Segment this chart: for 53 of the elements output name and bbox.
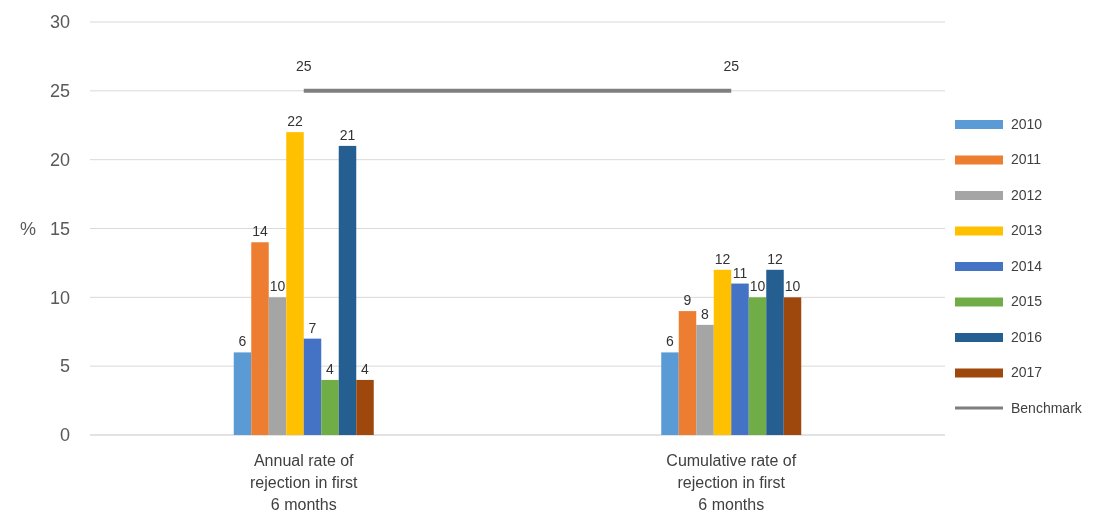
bar xyxy=(731,283,749,435)
y-tick-label: 5 xyxy=(59,356,70,377)
bar xyxy=(251,242,269,435)
data-label: 10 xyxy=(269,278,286,295)
bar xyxy=(661,352,679,435)
data-label: 12 xyxy=(767,250,783,267)
bar xyxy=(356,379,374,435)
y-tick-label: 0 xyxy=(59,425,70,446)
bar xyxy=(696,324,714,435)
data-label: 9 xyxy=(683,292,692,309)
bar xyxy=(678,311,697,435)
bar xyxy=(766,269,784,435)
bar xyxy=(233,352,252,435)
data-label: 21 xyxy=(339,126,356,143)
data-label: 10 xyxy=(784,278,801,295)
data-label: 7 xyxy=(308,319,317,336)
y-axis-title: % xyxy=(20,218,37,239)
data-label: 14 xyxy=(252,223,268,240)
data-label: 11 xyxy=(732,264,748,281)
legend-label: 2013 xyxy=(1011,222,1043,239)
data-label: 6 xyxy=(238,333,247,350)
data-label: 25 xyxy=(723,57,740,74)
bar xyxy=(748,297,767,435)
legend-label: 2014 xyxy=(1011,257,1043,274)
data-label: 4 xyxy=(361,360,370,377)
legend-label: 2016 xyxy=(1011,328,1043,345)
data-label: 22 xyxy=(287,113,303,130)
data-label: 10 xyxy=(749,278,766,295)
y-tick-label: 10 xyxy=(49,287,70,308)
data-label: 4 xyxy=(326,360,335,377)
x-tick-label: Cumulative rate of rejection in first 6 months xyxy=(666,452,797,513)
bar xyxy=(783,297,802,435)
y-tick-label: 15 xyxy=(49,218,70,239)
legend-label: 2011 xyxy=(1011,151,1042,168)
y-tick-label: 30 xyxy=(49,12,70,33)
x-tick-label: Annual rate of rejection in first 6 months xyxy=(249,452,359,513)
legend-label: 2012 xyxy=(1011,186,1043,203)
y-tick-label: 25 xyxy=(49,81,70,102)
bar xyxy=(713,269,732,435)
data-label: 6 xyxy=(666,333,675,350)
bar xyxy=(286,132,304,435)
data-label: 25 xyxy=(295,57,312,74)
legend-label: 2010 xyxy=(1011,115,1043,132)
legend-label: Benchmark xyxy=(1011,399,1083,416)
data-label: 12 xyxy=(714,250,731,267)
y-tick-label: 20 xyxy=(49,149,70,170)
bar xyxy=(338,145,357,435)
bar xyxy=(321,379,339,435)
bar xyxy=(268,297,287,435)
legend-label: 2015 xyxy=(1011,293,1043,310)
data-label: 8 xyxy=(701,305,710,322)
legend-label: 2017 xyxy=(1011,364,1043,381)
bar xyxy=(303,338,322,435)
